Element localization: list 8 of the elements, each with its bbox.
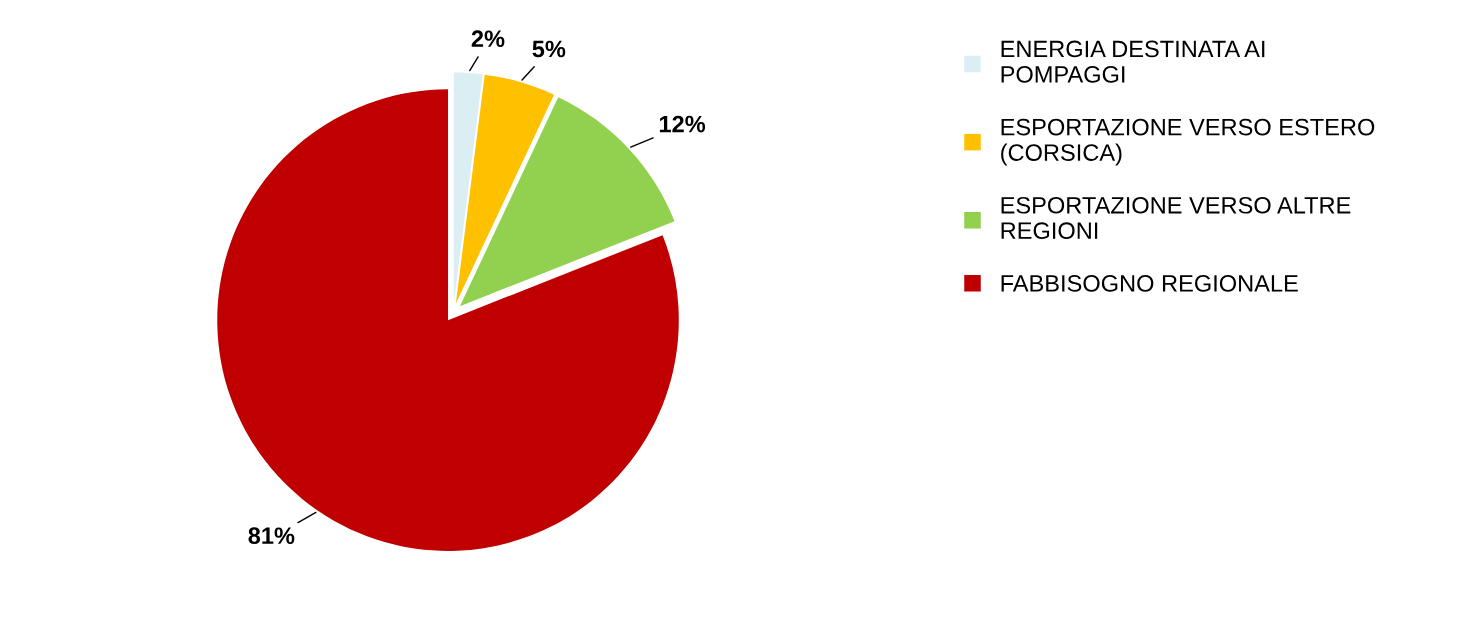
data-label: 5% <box>532 40 566 58</box>
data-label: 12% <box>659 115 706 133</box>
data-label: 81% <box>248 527 295 545</box>
legend-label: FABBISOGNO REGIONALE <box>1001 275 1298 292</box>
legend-label: ENERGIA DESTINATA AI POMPAGGI <box>1001 40 1265 83</box>
legend-label: ESPORTAZIONE VERSO ALTRE REGIONI <box>1001 196 1351 240</box>
legend-label: ESPORTAZIONE VERSO ESTERO (CORSICA) <box>1001 118 1375 166</box>
data-label: 2% <box>471 30 505 48</box>
